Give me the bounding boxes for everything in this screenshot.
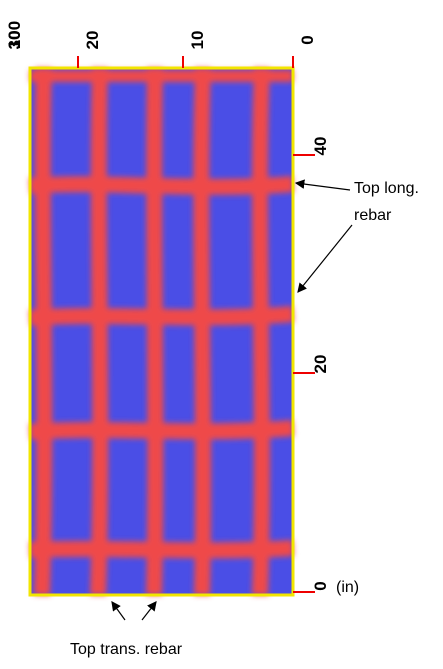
tick-label: 20 — [83, 31, 102, 50]
unit-label: (in) — [336, 579, 359, 596]
annotation: Top trans. rebar — [70, 641, 183, 658]
tick-label: 40 — [311, 137, 330, 156]
tick-label: 0 — [298, 35, 317, 44]
figure: 30 100 20 10 0 40 20 0 (in) Top long. re… — [0, 0, 443, 664]
scan-image — [30, 68, 293, 595]
annotation: rebar — [354, 207, 392, 224]
tick-label: 20 — [311, 355, 330, 374]
tick-label: 10 — [188, 31, 207, 50]
annotation: Top long. — [354, 180, 419, 197]
tick-label: 0 — [311, 581, 330, 590]
tick-label: 100 — [5, 21, 24, 49]
